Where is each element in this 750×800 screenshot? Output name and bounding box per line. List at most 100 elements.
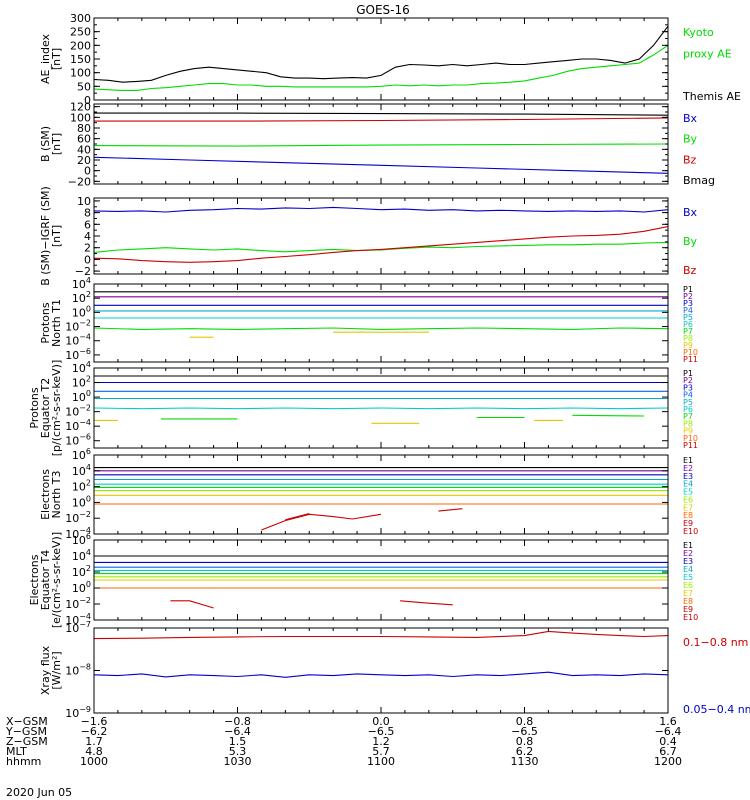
- series-line: [572, 414, 645, 417]
- y-tick-label: 10−2: [65, 404, 91, 419]
- y-tick-label: 0: [84, 253, 91, 266]
- y-tick-label: 60: [77, 133, 91, 146]
- x-tick-label: 1100: [367, 755, 395, 768]
- y-tick-label: 100: [72, 389, 91, 404]
- y-tick-label: 10−8: [65, 663, 91, 678]
- x-tick-label: 1.7: [85, 735, 103, 748]
- legend-entry: P5: [683, 398, 693, 407]
- x-tick-label: 1.2: [372, 735, 390, 748]
- legend-entry: Bx: [683, 206, 698, 219]
- legend-entry: P4: [683, 306, 693, 315]
- y-axis-label: Electrons: [39, 469, 52, 520]
- panel-frame: [93, 627, 669, 714]
- series-group: [94, 25, 668, 91]
- legend-entry: E2: [683, 549, 693, 558]
- series-group: [94, 555, 668, 609]
- series-line: [94, 143, 668, 147]
- x-tick-label: −0.8: [224, 715, 251, 728]
- legend-entry: Bz: [683, 153, 697, 166]
- y-axis-label: B (SM): [39, 126, 52, 162]
- legend: Kyoto proxy AE Themis AE: [682, 26, 741, 103]
- chart-title: GOES-16: [356, 3, 410, 17]
- legend-entry: P8: [683, 419, 693, 428]
- legend-entry: P3: [683, 299, 693, 308]
- legend-entry: P11: [683, 441, 698, 450]
- series-line: [94, 25, 668, 83]
- y-tick-label: 50: [77, 80, 91, 93]
- series-group: [94, 112, 668, 174]
- legend-entry: E8: [683, 511, 693, 520]
- y-tick-label: 120: [70, 101, 91, 114]
- series-group: [94, 467, 668, 531]
- series-line: [94, 407, 668, 410]
- x-tick-label: 0.4: [659, 735, 677, 748]
- x-tick-label: −6.5: [368, 725, 395, 738]
- legend-entry: P7: [683, 327, 693, 336]
- legend-entry: P4: [683, 391, 693, 400]
- legend-entry: E6: [683, 581, 693, 590]
- y-axis-label: Protons: [39, 302, 52, 343]
- y-axis-label: [e/(cm²-s-sr-keV)]: [50, 532, 63, 628]
- y-axis-label: AE_index: [39, 33, 52, 84]
- panels: 050100150200250300AE_index[nT]Kyotoproxy…: [28, 12, 750, 720]
- y-tick-label: 10−7: [65, 620, 91, 635]
- panel-8: 10−9 10−8 10−7 Xray flux[W/m²] 0.1−0.8 nm 0.0…: [39, 620, 750, 720]
- y-axis-label: [nT]: [50, 48, 63, 70]
- y-tick-label: 10−9: [65, 705, 91, 720]
- y-tick-label: 6: [84, 218, 91, 231]
- legend-entry: E10: [683, 527, 698, 536]
- legend-entry: proxy AE: [683, 47, 732, 60]
- y-tick-label: 100: [70, 67, 91, 80]
- series-line: [285, 512, 310, 521]
- legend-entry: P8: [683, 334, 693, 343]
- legend-entry: Themis AE: [682, 90, 741, 103]
- y-axis-label: Electrons: [28, 554, 41, 605]
- y-tick-label: 102: [72, 479, 91, 494]
- legend-entry: By: [683, 133, 698, 146]
- y-axis-label: [nT]: [50, 225, 63, 247]
- legend: 0.1−0.8 nm 0.05−0.4 nm: [683, 636, 750, 716]
- series-line: [94, 241, 668, 253]
- series-group: [94, 630, 668, 678]
- y-tick-label: 102: [72, 290, 91, 305]
- y-tick-label: 200: [70, 39, 91, 52]
- series-line: [170, 600, 214, 609]
- y-tick-label: 100: [72, 580, 91, 595]
- y-tick-label: 10−2: [65, 319, 91, 334]
- x-tick-label: 5.3: [229, 745, 247, 758]
- y-tick-label: 10: [77, 195, 91, 208]
- x-row-label: Y−GSM: [5, 725, 47, 738]
- legend-entry: P2: [683, 376, 693, 385]
- legend-entry: P10: [683, 348, 698, 357]
- y-tick-label: 10−4: [65, 526, 91, 541]
- y-tick-label: 80: [77, 122, 91, 135]
- legend-entry: E4: [683, 480, 693, 489]
- y-tick-label: 250: [70, 26, 91, 39]
- y-axis-label: North T1: [50, 299, 63, 347]
- legend-entry: E8: [683, 597, 693, 606]
- x-tick-label: 5.7: [372, 745, 390, 758]
- legend-entry: E4: [683, 565, 693, 574]
- y-tick-label: 10−4: [65, 333, 91, 348]
- x-tick-label: 1000: [80, 755, 108, 768]
- y-tick-label: 2: [84, 242, 91, 255]
- series-group: [94, 291, 668, 338]
- x-tick-label: −6.4: [655, 725, 682, 738]
- y-tick-label: 8: [84, 207, 91, 220]
- series-line: [94, 117, 668, 122]
- legend-entry: E3: [683, 472, 693, 481]
- x-tick-label: −6.2: [81, 725, 108, 738]
- x-row-label: MLT: [6, 745, 27, 758]
- x-tick-label: 4.8: [85, 745, 103, 758]
- legend-entry: P10: [683, 434, 698, 443]
- y-tick-label: 10−2: [65, 596, 91, 611]
- y-tick-label: 106: [72, 532, 91, 547]
- y-tick-label: 0: [84, 94, 91, 107]
